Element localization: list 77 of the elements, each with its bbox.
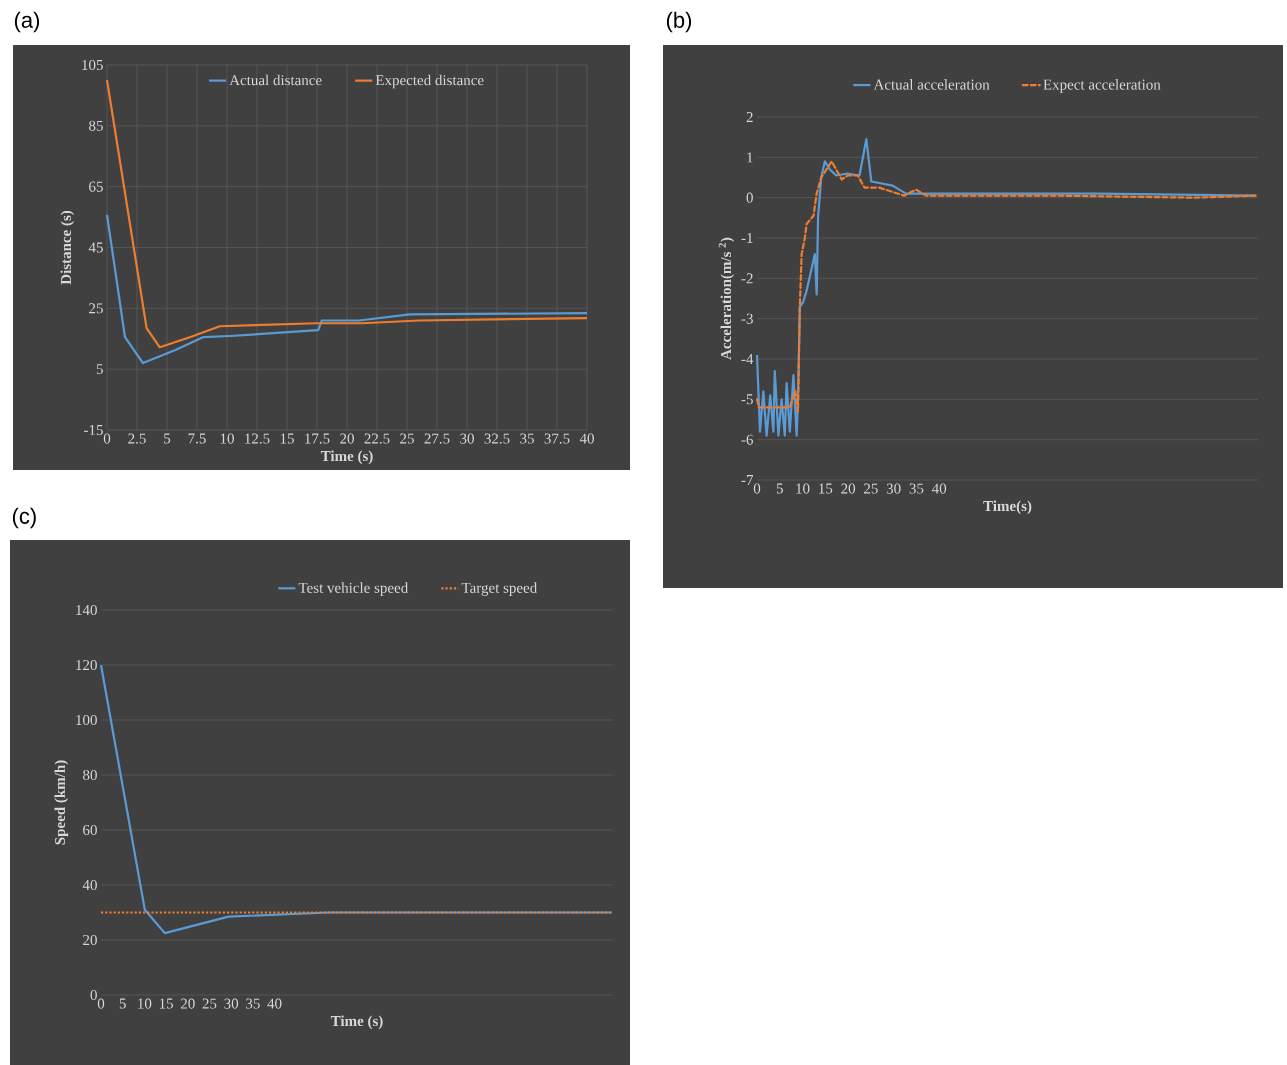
y-tick-label: 80 xyxy=(83,769,97,781)
x-tick-label: 30 xyxy=(886,483,901,494)
x-tick-label: 20 xyxy=(841,483,856,494)
y-tick-label: 2 xyxy=(746,112,753,122)
y-tick-label: -15 xyxy=(84,424,103,436)
y-tick-label: 0 xyxy=(90,989,97,1001)
y-tick-label: 5 xyxy=(96,364,103,375)
x-tick-label: 7.5 xyxy=(188,433,206,444)
y-axis-title: Acceleration(m/s $^{2}$) xyxy=(718,237,735,360)
x-tick-label: 20 xyxy=(180,998,195,1009)
y-tick-label: 85 xyxy=(89,120,103,131)
x-tick-label: 20 xyxy=(340,433,354,444)
x-tick-label: 0 xyxy=(753,483,761,494)
x-tick-label: 32.5 xyxy=(484,433,510,444)
x-tick-label: 10 xyxy=(796,483,810,494)
x-tick-label: 5 xyxy=(776,483,783,494)
x-tick-label: 0 xyxy=(103,433,111,444)
y-tick-label: 105 xyxy=(82,59,103,71)
x-tick-label: 27.5 xyxy=(424,433,450,444)
x-tick-label: 25 xyxy=(202,998,217,1009)
y-tick-label: -3 xyxy=(741,313,753,324)
x-tick-label: 30 xyxy=(224,998,239,1009)
y-tick-label: -4 xyxy=(741,354,754,364)
legend-label: Target speed xyxy=(461,582,538,596)
y-tick-label: 100 xyxy=(76,714,97,726)
x-axis-title: Time(s) xyxy=(983,500,1032,515)
legend-label: Actual acceleration xyxy=(873,79,990,90)
y-axis-title: Distance (s) xyxy=(60,210,75,285)
y-tick-label: -1 xyxy=(741,233,753,243)
y-tick-label: -7 xyxy=(741,475,754,485)
line-series xyxy=(105,213,589,365)
x-axis-title: Time (s) xyxy=(330,1015,383,1030)
x-tick-label: 37.5 xyxy=(544,433,570,444)
x-tick-label: 10 xyxy=(220,433,234,444)
y-tick-label: 25 xyxy=(89,303,103,314)
x-axis-title: Time (s) xyxy=(320,450,373,465)
y-tick-label: 65 xyxy=(89,181,103,192)
legend-label: Expect acceleration xyxy=(1043,79,1161,93)
chart-title: (a) xyxy=(14,11,40,33)
x-tick-label: 35 xyxy=(246,998,260,1009)
x-tick-label: 15 xyxy=(819,483,833,494)
y-tick-label: 60 xyxy=(83,824,97,836)
y-tick-label: -5 xyxy=(741,394,753,405)
x-tick-label: 17.5 xyxy=(305,433,330,444)
y-tick-label: 20 xyxy=(83,934,97,946)
y-tick-label: -2 xyxy=(741,273,753,284)
y-tick-label: 1 xyxy=(747,152,753,163)
y-tick-label: 45 xyxy=(88,242,103,253)
x-tick-label: 35 xyxy=(520,433,534,444)
x-tick-label: 12.5 xyxy=(245,433,270,444)
chart-title: (c) xyxy=(12,507,36,529)
y-tick-label: -6 xyxy=(741,434,754,445)
x-tick-label: 35 xyxy=(909,483,924,494)
x-tick-label: 5 xyxy=(164,433,171,444)
x-tick-label: 10 xyxy=(138,998,152,1009)
y-tick-label: 0 xyxy=(746,192,753,203)
x-tick-label: 40 xyxy=(267,998,282,1009)
chart-title: (b) xyxy=(666,11,692,33)
x-tick-label: 22.5 xyxy=(364,433,390,444)
y-tick-label: 40 xyxy=(82,879,97,891)
x-tick-label: 2.5 xyxy=(128,433,146,444)
x-tick-label: 15 xyxy=(280,433,294,444)
legend-label: Actual distance xyxy=(229,74,322,86)
x-tick-label: 5 xyxy=(119,998,126,1009)
legend-label: Test vehicle speed xyxy=(298,582,409,596)
line-series xyxy=(755,160,1257,413)
x-tick-label: 40 xyxy=(931,483,947,494)
x-tick-label: 25 xyxy=(400,433,414,444)
y-tick-label: 140 xyxy=(76,604,97,616)
y-tick-label: 120 xyxy=(76,659,97,671)
line-series xyxy=(99,663,613,935)
x-tick-label: 15 xyxy=(159,998,173,1009)
x-tick-label: 30 xyxy=(460,433,474,444)
x-tick-label: 25 xyxy=(864,483,878,494)
x-tick-label: 40 xyxy=(579,433,594,444)
y-axis-title: Speed (km/h) xyxy=(54,760,69,845)
legend-label: Expected distance xyxy=(375,74,484,89)
